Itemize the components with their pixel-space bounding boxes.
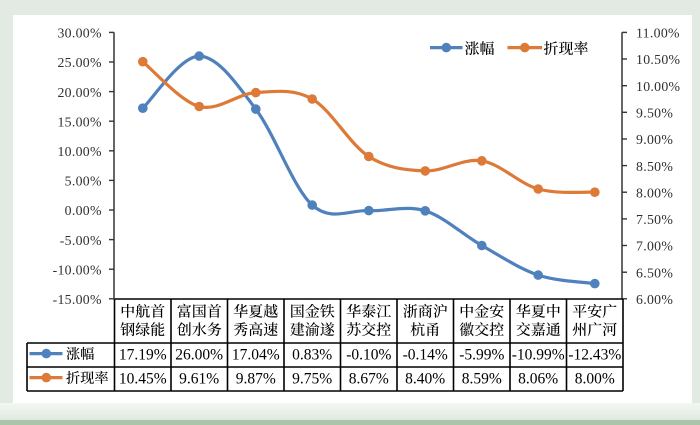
svg-text:20.00%: 20.00% <box>57 85 102 100</box>
svg-text:9.87%: 9.87% <box>236 370 276 387</box>
svg-text:11.00%: 11.00% <box>636 26 680 41</box>
svg-text:-10.00%: -10.00% <box>53 262 102 277</box>
svg-text:-0.14%: -0.14% <box>403 346 448 363</box>
svg-text:8.00%: 8.00% <box>636 185 673 200</box>
svg-text:10.50%: 10.50% <box>636 52 681 67</box>
svg-text:-5.00%: -5.00% <box>60 233 102 248</box>
svg-text:17.04%: 17.04% <box>232 346 280 363</box>
svg-text:-15.00%: -15.00% <box>53 292 102 307</box>
svg-text:10.00%: 10.00% <box>57 144 102 159</box>
svg-text:0.00%: 0.00% <box>65 203 102 218</box>
svg-text:6.00%: 6.00% <box>636 292 673 307</box>
svg-text:26.00%: 26.00% <box>175 346 223 363</box>
svg-text:30.00%: 30.00% <box>57 26 102 41</box>
svg-text:8.50%: 8.50% <box>636 159 673 174</box>
svg-text:9.50%: 9.50% <box>636 106 673 121</box>
svg-text:-12.43%: -12.43% <box>568 346 621 363</box>
svg-text:9.61%: 9.61% <box>179 370 219 387</box>
svg-text:17.19%: 17.19% <box>119 346 167 363</box>
svg-text:7.00%: 7.00% <box>636 239 673 254</box>
svg-text:5.00%: 5.00% <box>65 174 102 189</box>
svg-text:9.75%: 9.75% <box>292 370 332 387</box>
svg-text:8.00%: 8.00% <box>575 370 615 387</box>
svg-text:15.00%: 15.00% <box>57 114 102 129</box>
svg-text:6.50%: 6.50% <box>636 265 673 280</box>
svg-text:-0.10%: -0.10% <box>346 346 391 363</box>
svg-text:25.00%: 25.00% <box>57 55 102 70</box>
svg-text:8.06%: 8.06% <box>518 370 558 387</box>
svg-text:7.50%: 7.50% <box>636 212 673 227</box>
svg-text:0.83%: 0.83% <box>292 346 332 363</box>
svg-text:-5.99%: -5.99% <box>459 346 504 363</box>
svg-text:8.67%: 8.67% <box>349 370 389 387</box>
svg-text:10.00%: 10.00% <box>636 79 681 94</box>
svg-text:8.59%: 8.59% <box>462 370 502 387</box>
svg-text:9.00%: 9.00% <box>636 132 673 147</box>
svg-text:-10.99%: -10.99% <box>512 346 565 363</box>
svg-text:8.40%: 8.40% <box>405 370 445 387</box>
svg-text:10.45%: 10.45% <box>119 370 167 387</box>
